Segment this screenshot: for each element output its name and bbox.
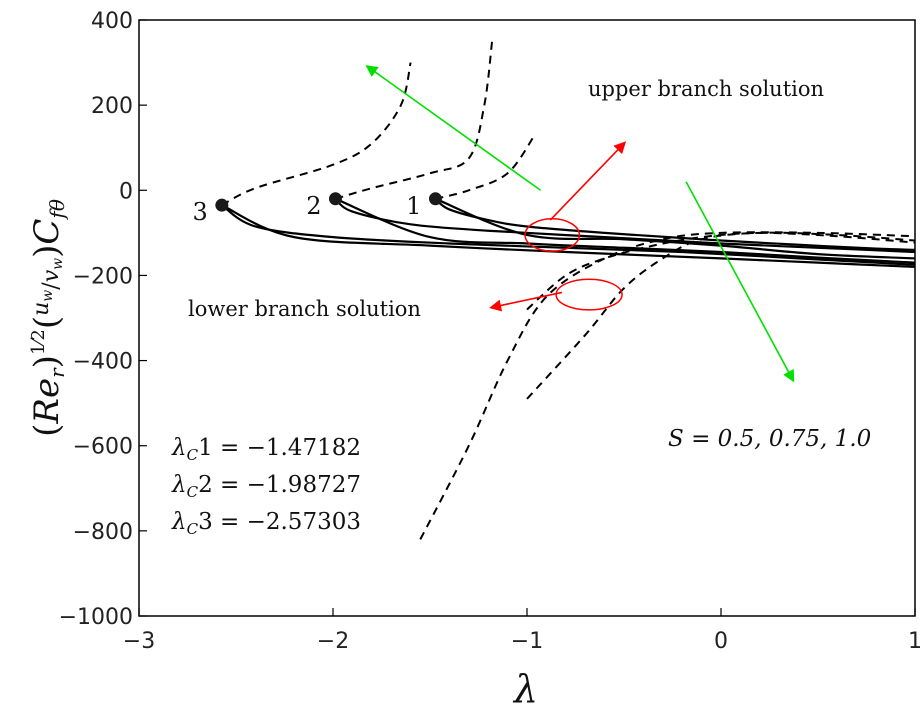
y-tick-label: −400 — [73, 350, 133, 375]
y-tick-label: −1000 — [59, 605, 133, 630]
critical-value-3: λC3 = −2.57303 — [171, 509, 361, 538]
s-values-label: S = 0.5, 0.75, 1.0 — [668, 426, 871, 452]
y-axis-ticks: −1000 −800 −600 −400 −200 0 200 400 — [59, 9, 147, 630]
critical-point-3 — [215, 198, 229, 212]
critical-value-1: λC1 = −1.47182 — [171, 435, 361, 464]
x-axis-ticks: −3 −2 −1 0 1 — [123, 608, 922, 654]
x-axis-label: λ — [512, 667, 538, 711]
series-2-lower-solid — [335, 197, 915, 264]
y-tick-label: 0 — [119, 179, 133, 204]
red-arrow-4 — [489, 291, 563, 312]
critical-value-2: λC2 = −1.98727 — [171, 472, 361, 501]
series-1-label: 1 — [406, 192, 421, 220]
y-tick-label: 200 — [91, 94, 133, 119]
x-tick-label: −2 — [317, 629, 349, 654]
x-tick-label: −3 — [123, 629, 155, 654]
series-1-lower-dashed — [526, 231, 915, 400]
series-2-lower-dashed — [526, 231, 915, 311]
x-tick-label: 1 — [908, 629, 922, 654]
series-3-upper-dashed — [221, 62, 412, 207]
green-arrow-2 — [685, 181, 795, 383]
upper-branch-label: upper branch solution — [588, 77, 824, 101]
red-ellipse-2 — [555, 278, 623, 311]
red-arrow-3 — [549, 141, 627, 221]
plot-area — [138, 19, 916, 617]
x-tick-label: 0 — [714, 629, 728, 654]
critical-values: λC1 = −1.47182 λC2 = −1.98727 λC3 = −2.5… — [171, 435, 361, 538]
y-tick-label: −600 — [73, 435, 133, 460]
series-3-label: 3 — [193, 198, 208, 226]
annotation-overlays — [365, 65, 795, 383]
series-3-lower-solid — [221, 204, 915, 269]
series-3-lower-dashed — [419, 231, 915, 540]
series-1-upper-dashed — [435, 134, 536, 200]
series-2-upper-dashed — [335, 41, 494, 200]
critical-point-1 — [428, 192, 442, 206]
series-2-upper-solid — [334, 197, 915, 254]
y-tick-label: −200 — [73, 264, 133, 289]
y-axis-label: (Rer)1⁄2(uw/vw)Cfθ — [27, 199, 69, 437]
x-tick-label: −1 — [511, 629, 543, 654]
solution-curves — [221, 41, 915, 540]
y-tick-label: −800 — [73, 520, 133, 545]
lower-branch-label: lower branch solution — [188, 297, 421, 321]
critical-points: 1 2 3 — [193, 192, 442, 226]
svg-text:(Rer)1⁄2(uw/vw)Cfθ: (Rer)1⁄2(uw/vw)Cfθ — [27, 199, 69, 437]
green-arrow-1 — [365, 65, 542, 191]
critical-point-2 — [328, 192, 342, 206]
series-2-label: 2 — [306, 192, 321, 220]
y-tick-label: 400 — [91, 9, 133, 34]
series-1-upper-solid — [434, 197, 915, 251]
